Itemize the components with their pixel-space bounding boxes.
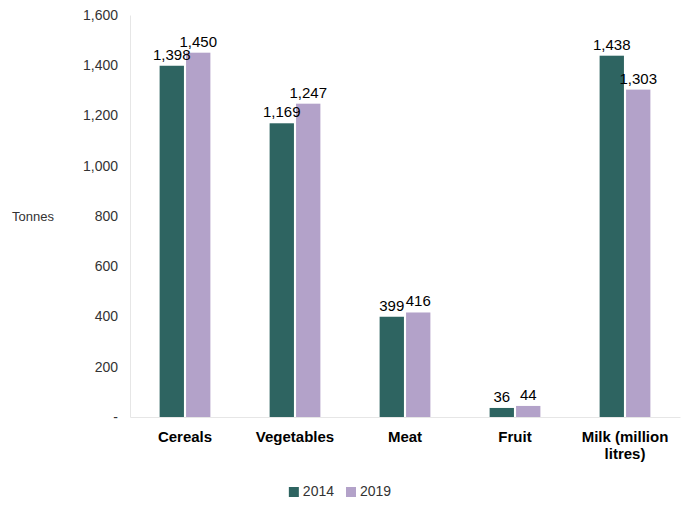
y-tick: 600 (95, 258, 130, 274)
x-tick-label: Cereals (158, 428, 212, 445)
y-tick-label: 400 (95, 308, 119, 324)
y-tick: - (113, 409, 130, 425)
bar (406, 312, 430, 417)
legend-label: 2014 (303, 483, 334, 499)
x-tick: Milk (millionlitres) (582, 417, 669, 462)
data-labels: 1,3981,169399361,4381,4501,247416441,303 (153, 33, 657, 405)
chart: - 200 400 600 800 1,000 1,200 1,400 1,600 Tonnes C… (0, 0, 690, 512)
y-tick: 200 (95, 359, 130, 375)
x-axis-line (131, 417, 681, 418)
x-tick-label: Milk (millionlitres) (582, 428, 669, 462)
legend-label: 2019 (360, 483, 391, 499)
y-tick: 400 (95, 308, 130, 324)
x-tick-label: Meat (388, 428, 422, 445)
bars (160, 53, 651, 417)
y-axis: - 200 400 600 800 1,000 1,200 1,400 1,600 (83, 7, 131, 425)
y-tick-label: 1,000 (83, 158, 118, 174)
x-tick-label: Vegetables (256, 428, 334, 445)
x-tick: Vegetables (256, 417, 334, 445)
y-tick-label: 200 (95, 359, 119, 375)
data-label: 399 (379, 297, 404, 314)
data-label: 1,438 (593, 36, 631, 53)
legend: 2014 2019 (289, 483, 392, 499)
bar (160, 66, 184, 417)
bar (380, 317, 404, 417)
bar (626, 90, 650, 417)
bar (296, 104, 320, 417)
y-tick: 1,000 (83, 158, 130, 174)
bar (516, 406, 540, 417)
legend-item: 2019 (346, 483, 391, 499)
bar (186, 53, 210, 417)
data-label: 44 (520, 386, 537, 403)
data-label: 1,450 (179, 33, 217, 50)
data-label: 1,303 (619, 70, 657, 87)
y-axis-title: Tonnes (12, 209, 54, 224)
data-label: 1,169 (263, 103, 301, 120)
y-axis-line (130, 16, 131, 418)
y-tick-label: 1,200 (83, 107, 118, 123)
x-axis: Cereals Vegetables Meat Fruit Milk (millionl… (131, 417, 681, 462)
legend-swatch (289, 487, 299, 497)
y-tick: 1,400 (83, 57, 130, 73)
bar (270, 123, 294, 417)
legend-item: 2014 (289, 483, 334, 499)
data-label: 416 (406, 292, 431, 309)
y-tick: 800 (95, 208, 130, 224)
y-tick-label: - (113, 409, 118, 425)
bar (600, 56, 624, 417)
y-tick-label: 600 (95, 258, 119, 274)
x-tick: Cereals (158, 417, 212, 445)
data-label: 1,247 (289, 84, 327, 101)
y-tick: 1,600 (83, 7, 130, 23)
series (160, 56, 624, 417)
x-tick: Fruit (498, 417, 531, 445)
y-tick-label: 1,600 (83, 7, 118, 23)
legend-swatch (346, 487, 356, 497)
data-label: 36 (493, 388, 510, 405)
x-tick-label: Fruit (498, 428, 531, 445)
bar (490, 408, 514, 417)
y-tick: 1,200 (83, 107, 130, 123)
x-tick: Meat (388, 417, 422, 445)
series (186, 53, 650, 417)
y-tick-label: 800 (95, 208, 119, 224)
y-tick-label: 1,400 (83, 57, 118, 73)
